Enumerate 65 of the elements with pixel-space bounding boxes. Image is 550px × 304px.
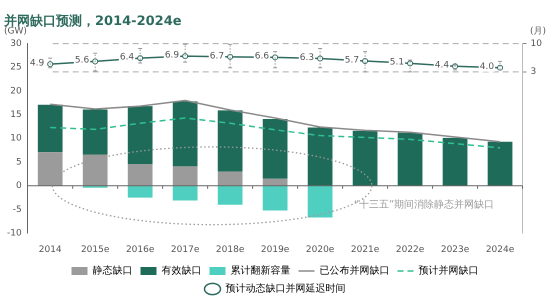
data-label: 6.4	[120, 52, 134, 62]
legend-label: 预计动态缺口并网延迟时间	[226, 282, 346, 295]
data-label: 5.1	[390, 58, 404, 68]
bar	[172, 101, 198, 166]
line-series	[49, 117, 501, 149]
bar	[82, 154, 108, 186]
legend-label: 累计翻新容量	[230, 264, 290, 277]
bar	[128, 186, 153, 198]
y-tick-label: 10	[10, 134, 22, 144]
y2-tick-label: 3	[530, 67, 536, 78]
data-label: 6.6	[254, 52, 270, 62]
bar	[442, 138, 468, 186]
data-label: 6.3	[300, 52, 314, 63]
legend-label: 静态缺口	[92, 264, 132, 277]
legend-label: 已公布并网缺口	[320, 264, 390, 277]
bar	[262, 186, 288, 210]
bar	[218, 186, 243, 205]
bar	[38, 104, 63, 152]
y-tick-label: 30	[10, 38, 22, 49]
bar	[352, 130, 378, 186]
legend-label: 有效缺口	[162, 264, 202, 277]
x-tick-label: 2023e	[440, 244, 470, 255]
bar	[38, 152, 63, 186]
bar	[172, 166, 198, 186]
bar	[128, 106, 153, 164]
y2-tick-label: 10	[530, 38, 542, 49]
y-tick-label: 0	[16, 181, 22, 192]
data-label: 5.7	[344, 55, 360, 66]
x-tick-label: 2024e	[486, 244, 515, 255]
bar	[308, 186, 332, 218]
bar	[398, 132, 422, 186]
y-tick-label: -10	[6, 228, 22, 239]
bar	[172, 186, 198, 200]
x-tick-label: 2016e	[126, 244, 155, 255]
x-tick-label: 2017e	[170, 244, 200, 255]
x-tick-label: 2018e	[216, 244, 245, 255]
y-tick-label: 20	[10, 86, 22, 96]
data-label: 6.9	[164, 50, 180, 60]
bar	[308, 128, 332, 186]
x-tick-label: 2019e	[260, 244, 290, 255]
x-tick-label: 2022e	[396, 244, 425, 255]
data-label: 6.7	[210, 51, 224, 62]
y2-axis-title: (月)	[530, 26, 546, 36]
data-label: 4.9	[30, 58, 44, 69]
x-tick-label: 2020e	[306, 244, 335, 255]
data-label: 4.0	[480, 62, 494, 72]
x-tick-label: 2015e	[80, 244, 110, 255]
x-tick-label: 2021e	[350, 244, 380, 255]
legend-label: 预计并网缺口	[418, 264, 478, 277]
annotation: “十三五”期间消除静态并网缺口	[354, 198, 494, 210]
y-tick-label: 5	[16, 157, 22, 168]
bar	[262, 118, 288, 179]
y-tick-label: 15	[10, 110, 22, 120]
bar	[128, 164, 153, 186]
bar	[218, 110, 243, 172]
y-axis-title: (GW)	[4, 26, 27, 36]
bar	[82, 109, 108, 155]
bar	[218, 172, 243, 186]
data-label: 5.6	[74, 56, 90, 66]
bar	[488, 142, 512, 186]
y-tick-label: 25	[10, 62, 22, 73]
bar	[262, 178, 288, 186]
x-tick-label: 2014	[38, 244, 62, 255]
data-label: 4.4	[434, 60, 450, 71]
y-tick-label: -5	[12, 204, 22, 215]
